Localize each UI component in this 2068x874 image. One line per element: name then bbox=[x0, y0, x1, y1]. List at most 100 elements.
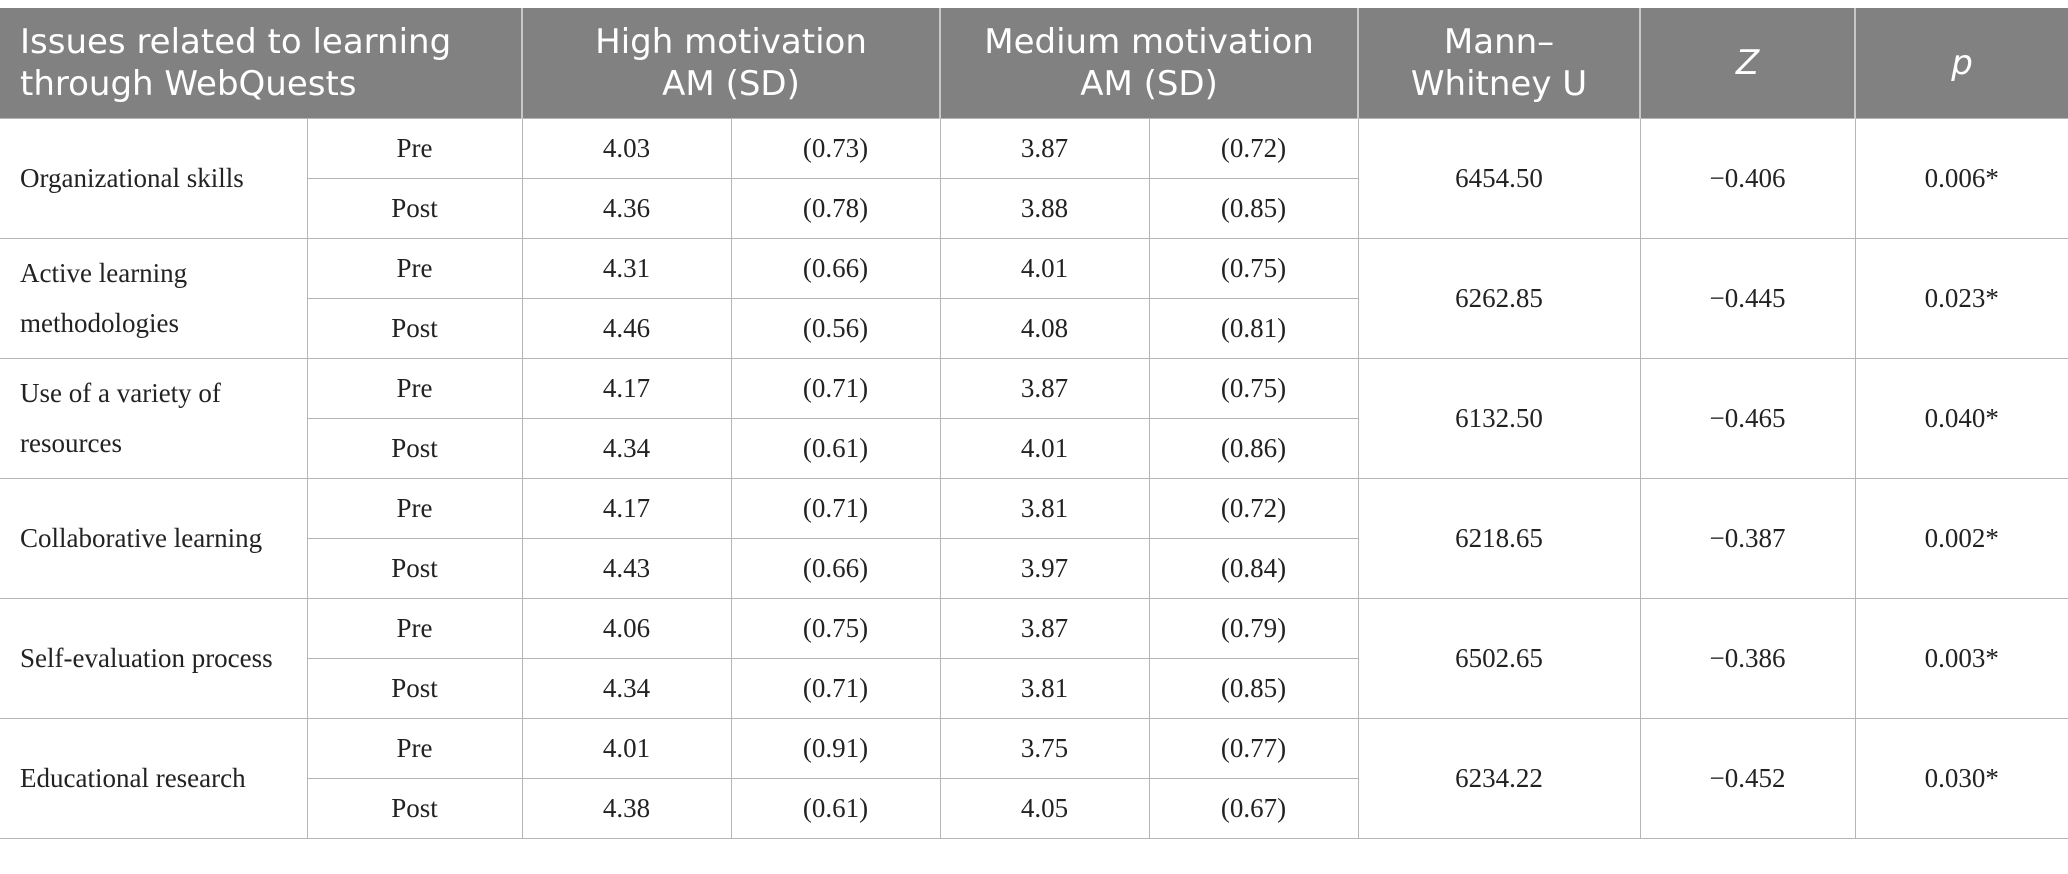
table-row: Organizational skills Pre 4.03 (0.73) 3.… bbox=[0, 117, 2068, 239]
high-am-cell: 4.17 bbox=[521, 357, 732, 419]
mann-whitney-cell: 6502.65 bbox=[1357, 597, 1641, 719]
high-sd-cell: (0.75) bbox=[730, 597, 941, 659]
medium-sd-cell: (0.72) bbox=[1148, 117, 1359, 179]
table-body: Organizational skills Pre 4.03 (0.73) 3.… bbox=[0, 117, 2068, 839]
z-cell: −0.406 bbox=[1639, 117, 1856, 239]
table-row: Post 4.34 (0.61) 4.01 (0.86) bbox=[0, 417, 2068, 479]
medium-am-cell: 3.97 bbox=[939, 537, 1150, 599]
table-row: Post 4.38 (0.61) 4.05 (0.67) bbox=[0, 777, 2068, 839]
table-header: Issues related to learning through WebQu… bbox=[0, 8, 2068, 118]
header-high-line1: High motivation bbox=[595, 21, 867, 62]
medium-sd-cell: (0.79) bbox=[1148, 597, 1359, 659]
mann-whitney-cell: 6132.50 bbox=[1357, 357, 1641, 479]
z-cell: −0.387 bbox=[1639, 477, 1856, 599]
medium-sd-cell: (0.72) bbox=[1148, 477, 1359, 539]
phase-cell: Post bbox=[306, 657, 523, 719]
phase-cell: Pre bbox=[306, 717, 523, 779]
p-cell: 0.040* bbox=[1854, 357, 2068, 479]
mann-whitney-cell: 6262.85 bbox=[1357, 237, 1641, 359]
high-am-cell: 4.36 bbox=[521, 177, 732, 239]
high-am-cell: 4.03 bbox=[521, 117, 732, 179]
high-sd-cell: (0.71) bbox=[730, 477, 941, 539]
phase-cell: Pre bbox=[306, 237, 523, 299]
row-label: Use of a variety of resources bbox=[0, 357, 308, 479]
high-sd-cell: (0.71) bbox=[730, 657, 941, 719]
table-row: Post 4.34 (0.71) 3.81 (0.85) bbox=[0, 657, 2068, 719]
row-label: Active learning methodologies bbox=[0, 237, 308, 359]
header-mann-whitney: Mann– Whitney U bbox=[1357, 8, 1641, 118]
high-sd-cell: (0.66) bbox=[730, 537, 941, 599]
p-cell: 0.023* bbox=[1854, 237, 2068, 359]
p-cell: 0.030* bbox=[1854, 717, 2068, 839]
header-issues: Issues related to learning through WebQu… bbox=[0, 8, 523, 118]
table-row: Post 4.43 (0.66) 3.97 (0.84) bbox=[0, 537, 2068, 599]
medium-am-cell: 4.08 bbox=[939, 297, 1150, 359]
header-medium-motivation: Medium motivation AM (SD) bbox=[939, 8, 1359, 118]
high-sd-cell: (0.61) bbox=[730, 777, 941, 839]
phase-cell: Pre bbox=[306, 357, 523, 419]
high-am-cell: 4.06 bbox=[521, 597, 732, 659]
z-cell: −0.445 bbox=[1639, 237, 1856, 359]
mann-whitney-cell: 6218.65 bbox=[1357, 477, 1641, 599]
phase-cell: Post bbox=[306, 537, 523, 599]
high-sd-cell: (0.91) bbox=[730, 717, 941, 779]
table-row: Post 4.46 (0.56) 4.08 (0.81) bbox=[0, 297, 2068, 359]
table-row: Use of a variety of resources Pre 4.17 (… bbox=[0, 357, 2068, 479]
high-am-cell: 4.01 bbox=[521, 717, 732, 779]
phase-cell: Post bbox=[306, 777, 523, 839]
high-sd-cell: (0.61) bbox=[730, 417, 941, 479]
high-am-cell: 4.34 bbox=[521, 417, 732, 479]
p-cell: 0.006* bbox=[1854, 117, 2068, 239]
medium-sd-cell: (0.75) bbox=[1148, 237, 1359, 299]
table-row: Active learning methodologies Pre 4.31 (… bbox=[0, 237, 2068, 359]
phase-cell: Pre bbox=[306, 597, 523, 659]
table-row: Self-evaluation process Pre 4.06 (0.75) … bbox=[0, 597, 2068, 719]
header-p: p bbox=[1854, 8, 2068, 118]
p-cell: 0.002* bbox=[1854, 477, 2068, 599]
header-mann-line2: Whitney U bbox=[1410, 63, 1588, 104]
high-am-cell: 4.43 bbox=[521, 537, 732, 599]
high-sd-cell: (0.66) bbox=[730, 237, 941, 299]
high-am-cell: 4.17 bbox=[521, 477, 732, 539]
medium-am-cell: 4.01 bbox=[939, 237, 1150, 299]
row-label: Organizational skills bbox=[0, 117, 308, 239]
results-table: Issues related to learning through WebQu… bbox=[0, 8, 2068, 839]
medium-am-cell: 4.01 bbox=[939, 417, 1150, 479]
medium-am-cell: 3.87 bbox=[939, 117, 1150, 179]
header-high-motivation: High motivation AM (SD) bbox=[521, 8, 941, 118]
medium-sd-cell: (0.85) bbox=[1148, 657, 1359, 719]
medium-am-cell: 3.81 bbox=[939, 477, 1150, 539]
header-high-line2: AM (SD) bbox=[662, 63, 800, 104]
medium-sd-cell: (0.86) bbox=[1148, 417, 1359, 479]
medium-sd-cell: (0.77) bbox=[1148, 717, 1359, 779]
medium-sd-cell: (0.85) bbox=[1148, 177, 1359, 239]
phase-cell: Post bbox=[306, 177, 523, 239]
medium-am-cell: 3.87 bbox=[939, 597, 1150, 659]
medium-sd-cell: (0.81) bbox=[1148, 297, 1359, 359]
medium-am-cell: 4.05 bbox=[939, 777, 1150, 839]
high-am-cell: 4.31 bbox=[521, 237, 732, 299]
high-am-cell: 4.46 bbox=[521, 297, 732, 359]
z-cell: −0.452 bbox=[1639, 717, 1856, 839]
header-z: Z bbox=[1639, 8, 1856, 118]
header-mann-line1: Mann– bbox=[1443, 21, 1555, 62]
medium-sd-cell: (0.67) bbox=[1148, 777, 1359, 839]
mann-whitney-cell: 6454.50 bbox=[1357, 117, 1641, 239]
medium-sd-cell: (0.84) bbox=[1148, 537, 1359, 599]
medium-am-cell: 3.75 bbox=[939, 717, 1150, 779]
row-label: Collaborative learning bbox=[0, 477, 308, 599]
row-label: Self-evaluation process bbox=[0, 597, 308, 719]
medium-am-cell: 3.88 bbox=[939, 177, 1150, 239]
phase-cell: Pre bbox=[306, 477, 523, 539]
phase-cell: Post bbox=[306, 417, 523, 479]
p-cell: 0.003* bbox=[1854, 597, 2068, 719]
z-cell: −0.465 bbox=[1639, 357, 1856, 479]
header-row: Issues related to learning through WebQu… bbox=[0, 8, 2068, 118]
high-am-cell: 4.34 bbox=[521, 657, 732, 719]
phase-cell: Post bbox=[306, 297, 523, 359]
medium-am-cell: 3.81 bbox=[939, 657, 1150, 719]
header-medium-line1: Medium motivation bbox=[984, 21, 1314, 62]
high-sd-cell: (0.73) bbox=[730, 117, 941, 179]
high-sd-cell: (0.71) bbox=[730, 357, 941, 419]
medium-sd-cell: (0.75) bbox=[1148, 357, 1359, 419]
